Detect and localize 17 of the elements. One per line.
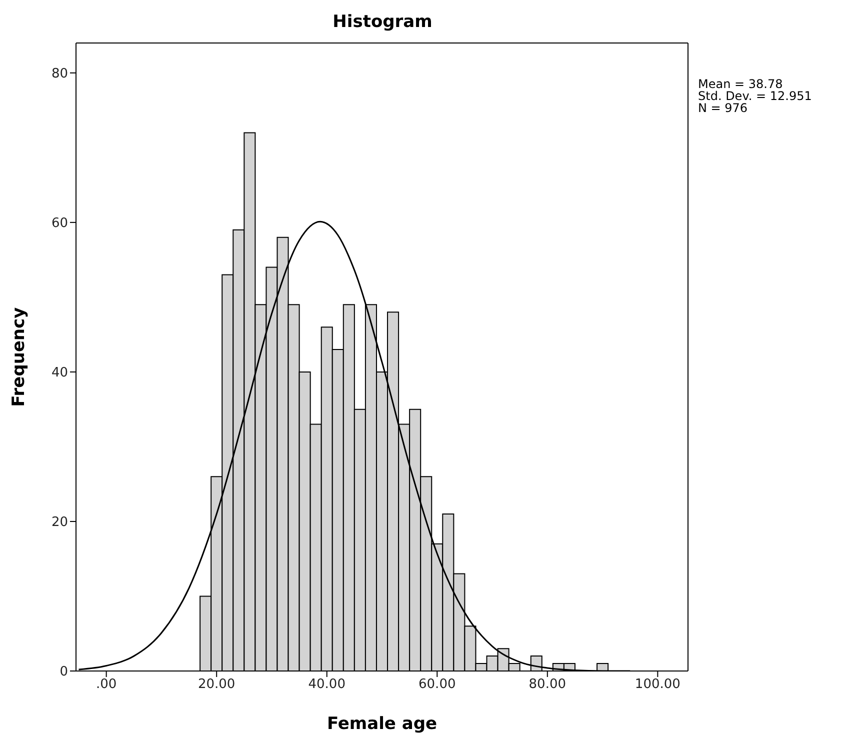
x-tick-label: 20.00 [198,677,236,692]
chart-title: Histogram [332,12,434,32]
x-tick-label: 80.00 [528,677,566,692]
y-tick-label: 0 [60,664,68,680]
y-axis-title: Frequency [9,307,30,407]
text: Std. Dev. = 12.951 [698,89,812,103]
y-tick-label: 20 [51,515,68,530]
text: N = 976 [698,101,749,115]
y-tick-label: 80 [51,66,68,82]
y-tick-label: 60 [51,216,68,232]
x-tick-label: 40.00 [308,677,346,692]
text: Mean = 38.78 [698,77,784,91]
y-tick-label: 40 [51,366,68,381]
x-tick-label: .00 [96,677,117,692]
x-axis-title: Female age [326,714,438,734]
x-tick-label: 60.00 [418,677,456,692]
x-tick-label: 100.00 [634,677,680,692]
